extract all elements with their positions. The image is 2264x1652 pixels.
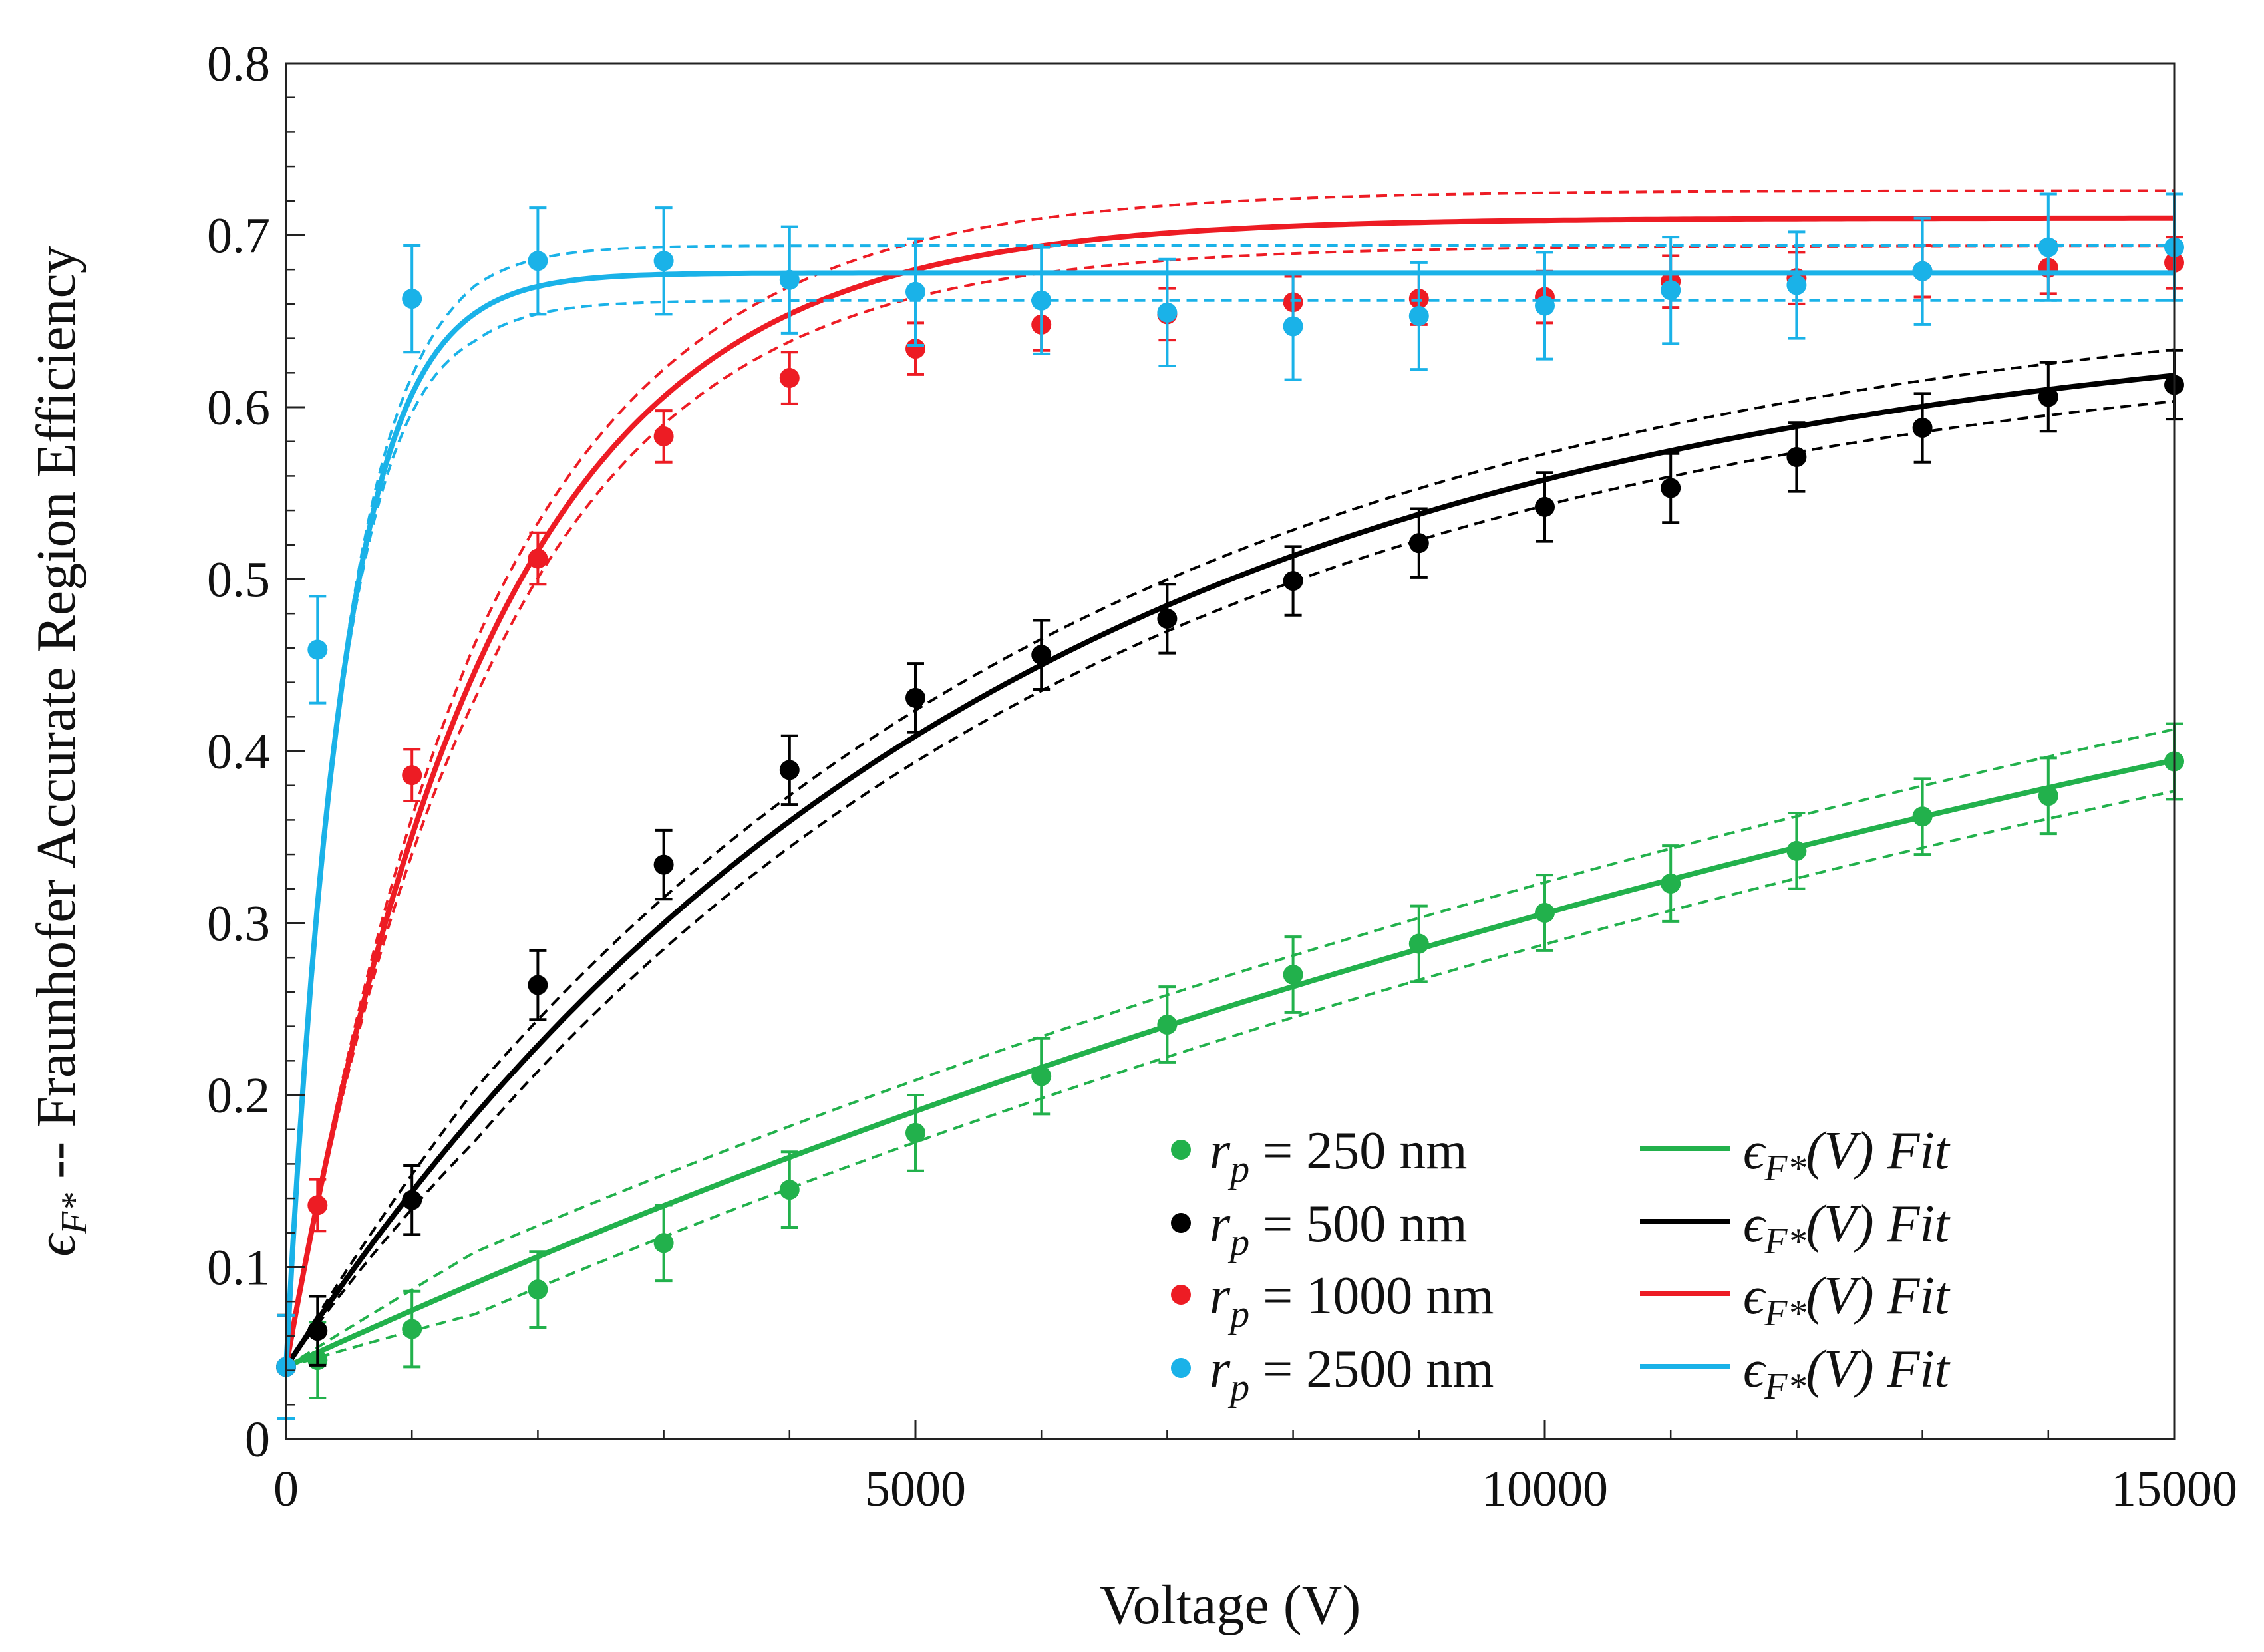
confidence-lower-line xyxy=(285,400,2175,1368)
data-point xyxy=(1535,295,1555,316)
data-point xyxy=(1408,533,1429,554)
confidence-lower-line xyxy=(285,790,2175,1369)
data-point xyxy=(905,1122,925,1143)
legend-fit-label: ϵF*(V) Fit xyxy=(1743,1122,1951,1189)
legend-fit-label: ϵF*(V) Fit xyxy=(1743,1267,1951,1334)
fit-line xyxy=(283,215,2174,1368)
confidence-upper-line xyxy=(285,189,2175,1367)
x-axis-title: Voltage (V) xyxy=(1100,1574,1361,1636)
legend-marker xyxy=(1171,1213,1191,1233)
y-tick-label: 0.6 xyxy=(207,380,270,436)
data-point xyxy=(779,269,800,290)
data-point xyxy=(1408,305,1429,326)
data-point xyxy=(1283,316,1303,337)
data-point xyxy=(1031,1066,1052,1086)
data-point xyxy=(1786,446,1807,467)
data-point xyxy=(2038,786,2058,806)
data-point xyxy=(1283,571,1303,591)
y-tick-label: 0.2 xyxy=(207,1068,270,1124)
legend-fit-label: ϵF*(V) Fit xyxy=(1743,1340,1951,1407)
data-point xyxy=(1912,261,1933,281)
y-tick-label: 0 xyxy=(245,1412,270,1468)
data-point xyxy=(1535,496,1555,517)
y-tick-label: 0.4 xyxy=(207,724,270,780)
y-axis-title-subscript: F* xyxy=(54,1193,95,1235)
data-point xyxy=(307,1195,328,1216)
data-point xyxy=(1661,478,1681,498)
y-tick-label: 0.3 xyxy=(207,896,270,952)
confidence-upper-line xyxy=(285,728,2175,1369)
data-point xyxy=(307,639,328,660)
fit-line xyxy=(283,270,2174,1367)
data-point xyxy=(1157,1015,1178,1035)
data-point xyxy=(2038,237,2058,257)
data-point xyxy=(1031,290,1052,311)
data-point xyxy=(779,760,800,780)
fit-line xyxy=(285,757,2175,1370)
data-point xyxy=(402,765,422,786)
x-tick-label: 0 xyxy=(273,1461,299,1517)
data-point xyxy=(1031,645,1052,665)
data-point xyxy=(1786,840,1807,861)
legend-marker xyxy=(1171,1285,1191,1305)
data-point xyxy=(528,1279,548,1300)
confidence-upper-line xyxy=(285,244,2174,1367)
data-point xyxy=(653,1233,674,1253)
confidence-lower-line xyxy=(285,299,2174,1367)
data-point xyxy=(402,289,422,309)
y-axis-title: ϵF* -- Fraunhofer Accurate Region Effici… xyxy=(25,246,95,1257)
data-point xyxy=(2038,387,2058,407)
legend-series-label: rp = 2500 nm xyxy=(1210,1340,1494,1408)
data-point xyxy=(653,426,674,446)
y-axis-title-symbol: ϵ xyxy=(25,1232,87,1257)
data-point xyxy=(1661,874,1681,894)
legend-series-label: rp = 500 nm xyxy=(1210,1195,1467,1263)
legend-series-label: rp = 250 nm xyxy=(1210,1122,1467,1190)
data-point xyxy=(1535,902,1555,923)
x-tick-label: 5000 xyxy=(865,1461,966,1517)
data-point xyxy=(528,548,548,569)
x-tick-label: 10000 xyxy=(1482,1461,1608,1517)
axes: 0 0.1 0.2 0.3 0.4 0.5 0.6 0.7 0.8 0 5000 10000 15000 xyxy=(207,36,2237,1517)
y-tick-label: 0.1 xyxy=(207,1240,270,1296)
data-point xyxy=(1408,933,1429,954)
data-point xyxy=(1912,418,1933,438)
data-point xyxy=(1912,806,1933,827)
data-point xyxy=(307,1321,328,1341)
fit-line xyxy=(283,373,2175,1369)
data-point xyxy=(779,1180,800,1200)
y-tick-label: 0.7 xyxy=(207,208,270,264)
data-point xyxy=(1283,965,1303,985)
data-point xyxy=(402,1190,422,1210)
data-point xyxy=(1786,275,1807,295)
legend-marker xyxy=(1171,1358,1191,1378)
data-point xyxy=(653,251,674,271)
legend: rp = 250 nm ϵF*(V) Fit rp = 500 nm ϵF*(V) F… xyxy=(1171,1122,1951,1408)
data-point xyxy=(528,975,548,995)
data-point xyxy=(653,854,674,875)
legend-marker xyxy=(1171,1140,1191,1160)
data-point xyxy=(905,687,925,708)
data-point xyxy=(1157,608,1178,629)
data-point xyxy=(905,339,925,359)
x-tick-label: 15000 xyxy=(2111,1461,2237,1517)
data-point xyxy=(402,1319,422,1339)
data-point xyxy=(905,281,925,302)
data-point xyxy=(528,251,548,271)
data-point xyxy=(779,368,800,389)
plot-area xyxy=(276,189,2184,1420)
data-point xyxy=(1157,302,1178,323)
legend-fit-label: ϵF*(V) Fit xyxy=(1743,1195,1951,1262)
confidence-lower-line xyxy=(285,244,2174,1367)
legend-series-label: rp = 1000 nm xyxy=(1210,1267,1494,1335)
series-1 xyxy=(276,348,2184,1420)
y-tick-label: 0.5 xyxy=(207,552,270,608)
data-point xyxy=(1661,280,1681,301)
y-axis-title-text: -- Fraunhofer Accurate Region Efficiency xyxy=(25,246,87,1193)
confidence-upper-line xyxy=(285,348,2175,1368)
y-tick-label: 0.8 xyxy=(207,36,270,92)
